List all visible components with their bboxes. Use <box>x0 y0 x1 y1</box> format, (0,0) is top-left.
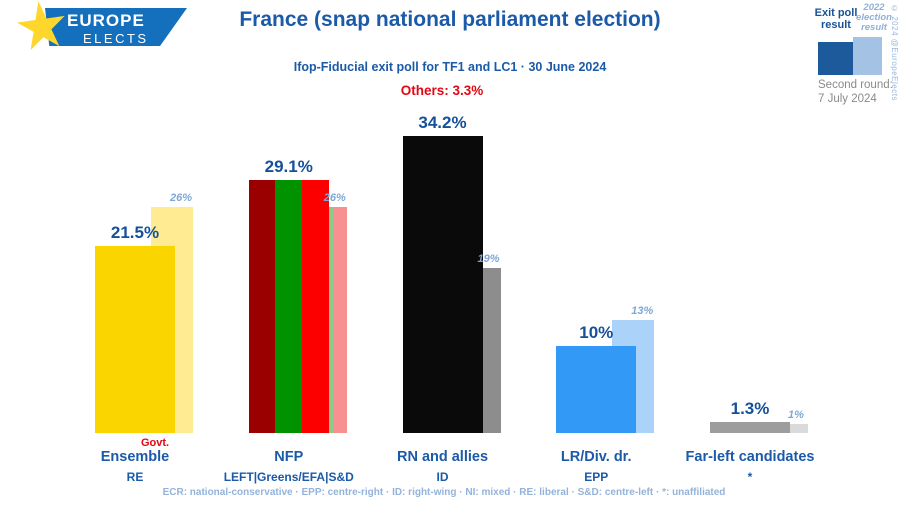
second-round-line1: Second round: <box>818 79 893 91</box>
prev-result-value-label: 26% <box>169 191 193 204</box>
abbreviation-key: ECR: national-conservative · EPP: centre… <box>162 487 726 498</box>
eu-group-label: ID <box>436 470 449 484</box>
exit-poll-value-label: 1.3% <box>730 398 770 418</box>
second-round-note: Second round: 7 July 2024 <box>818 78 894 106</box>
exit-poll-value-label: 34.2% <box>418 112 467 132</box>
party-name-label: Ensemble <box>100 449 170 465</box>
legend-2022-swatch <box>853 37 882 75</box>
bar-stripe <box>302 179 329 433</box>
bar-stripe <box>332 206 347 433</box>
logo-text-line2: ELECTS <box>83 31 149 46</box>
others-value: Others: 3.3% <box>400 83 484 98</box>
prev-result-value-label: 1% <box>788 409 804 422</box>
exit-poll-bar <box>248 179 329 433</box>
logo-banner: EUROPE ELECTS <box>45 8 187 46</box>
eu-group-label: LEFT|Greens/EFA|S&D <box>223 470 354 484</box>
exit-poll-value-label: 10% <box>579 323 614 342</box>
party-name-label: LR/Div. dr. <box>560 449 632 465</box>
logo-text-line1: EUROPE <box>67 11 145 30</box>
plot-area: 21.5% 26% 29.1% 26% 34.2% 19% 10% 13% 1.3% 1% <box>95 112 808 433</box>
exit-poll-value-label: 29.1% <box>264 156 313 176</box>
bar-stripe <box>95 246 175 433</box>
page-title: France (snap national parliament electio… <box>239 8 661 31</box>
govt-note: Govt. <box>140 437 170 449</box>
exit-poll-bar <box>710 421 790 433</box>
bar-stripe <box>248 179 276 433</box>
exit-poll-value-label: 21.5% <box>110 223 160 242</box>
exit-poll-bar <box>402 135 483 433</box>
x-axis-labels: Ensemble RE Govt. NFP LEFT|Greens/EFA|S&D RN … <box>0 433 900 506</box>
legend-exit-poll-label: Exit poll result <box>814 7 858 31</box>
legend: Exit poll result 2022 election result Se… <box>810 2 893 106</box>
exit-poll-bar <box>95 246 175 433</box>
europe-elects-logo: EUROPE ELECTS <box>0 0 210 62</box>
party-name-label: RN and allies <box>396 449 489 465</box>
eu-group-label: RE <box>126 470 144 484</box>
legend-exit-poll-swatch <box>818 42 853 75</box>
party-name-label: Far-left candidates <box>685 449 815 465</box>
subtitle: Ifop-Fiducial exit poll for TF1 and LC1 … <box>293 60 607 74</box>
eu-group-label: * <box>747 470 753 484</box>
eu-group-label: EPP <box>584 470 609 484</box>
prev-result-value-label: 13% <box>631 304 654 317</box>
bar-stripe <box>402 135 483 433</box>
prev-result-value-label: 19% <box>477 252 500 265</box>
bar-stripe <box>556 346 637 433</box>
exit-poll-bar <box>556 346 637 433</box>
party-name-label: NFP <box>274 449 304 465</box>
bar-stripe <box>710 421 790 433</box>
legend-2022-label: 2022 election result <box>856 2 892 33</box>
prev-result-value-label: 26% <box>323 191 346 204</box>
copyright-text: © 2024 @EuropeElects <box>890 4 899 101</box>
bar-stripe <box>275 179 303 433</box>
second-round-line2: 7 July 2024 <box>818 93 877 105</box>
